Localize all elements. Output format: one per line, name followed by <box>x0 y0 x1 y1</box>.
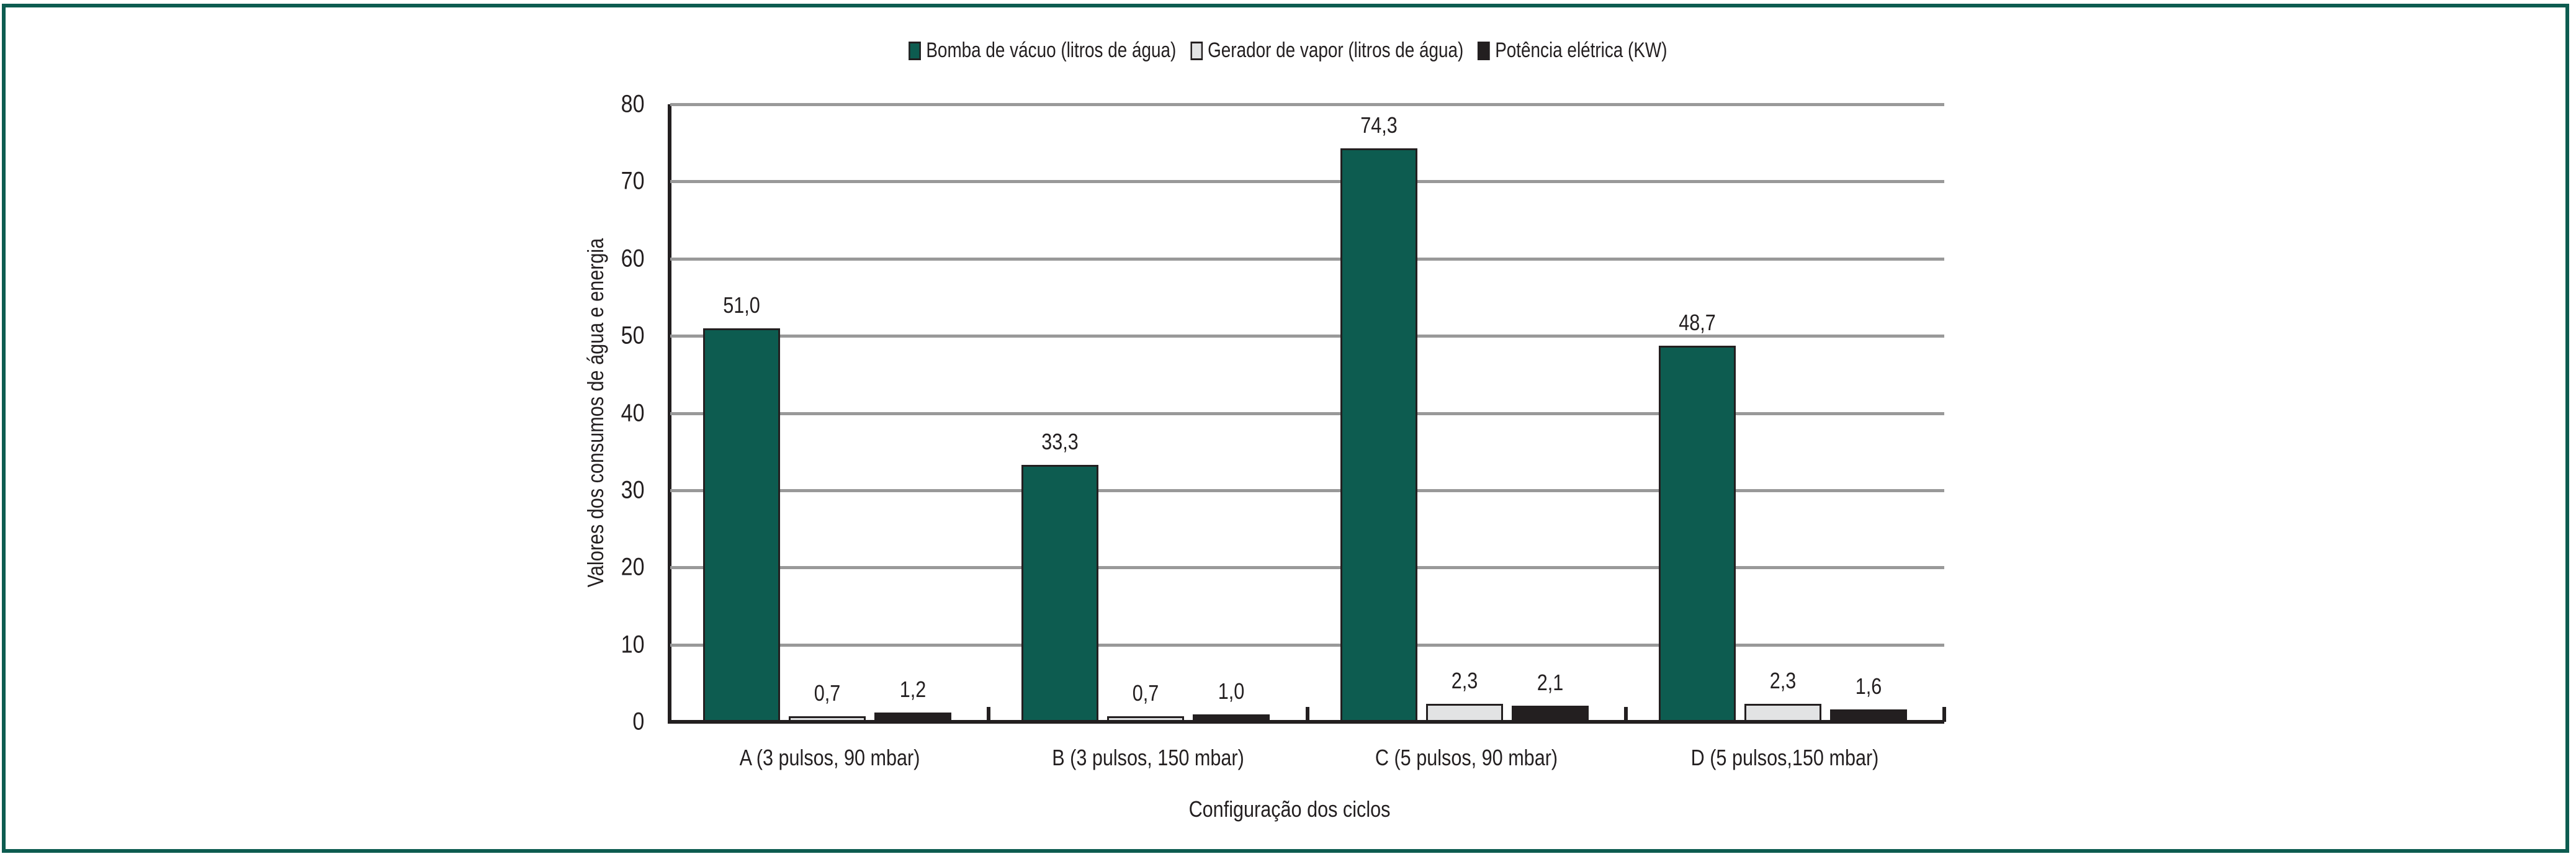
bar-series-2-cat-3 <box>1829 709 1907 722</box>
gridline <box>670 566 1944 570</box>
bar-series-1-cat-2 <box>1425 704 1503 722</box>
y-tick-label: 80 <box>621 90 644 118</box>
bar-series-2-cat-1 <box>1193 714 1270 722</box>
y-tick-label: 50 <box>621 322 644 349</box>
y-tick-label: 20 <box>621 553 644 581</box>
bar-series-1-cat-1 <box>1107 716 1185 722</box>
y-axis-title: Valores dos consumos de água e energia <box>583 238 608 588</box>
category-label: A (3 pulsos, 90 mbar) <box>739 745 920 770</box>
category-label: B (3 pulsos, 150 mbar) <box>1052 745 1244 770</box>
gridline <box>670 180 1944 184</box>
bar-value-label: 1,6 <box>1855 673 1882 699</box>
x-axis-title: Configuração dos ciclos <box>1188 796 1391 822</box>
legend-swatch-gerador <box>1190 41 1203 60</box>
bar-series-1-cat-3 <box>1744 704 1821 722</box>
gridline <box>670 643 1944 647</box>
gridline <box>670 103 1944 106</box>
y-tick-label: 70 <box>621 167 644 195</box>
bar-value-label: 0,7 <box>814 680 841 706</box>
plot-area: 0 10 20 30 40 50 60 70 80 51,0 0,7 1,2 33,3 0,7 1,0 74,… <box>621 91 1946 735</box>
legend-swatch-bomba <box>909 41 922 60</box>
legend-label: Potência elétrica (KW) <box>1495 38 1667 62</box>
bar-value-label: 0,7 <box>1132 680 1159 706</box>
bar-value-label: 2,3 <box>1451 668 1478 694</box>
chart-frame <box>2 4 2569 853</box>
bar-value-label: 74,3 <box>1360 112 1398 138</box>
bar-value-label: 48,7 <box>1678 310 1716 336</box>
legend: Bomba de vácuo (litros de água) Gerador … <box>232 38 2345 63</box>
gridline <box>670 257 1944 261</box>
legend-label: Bomba de vácuo (litros de água) <box>926 38 1177 62</box>
legend-label: Gerador de vapor (litros de água) <box>1208 38 1464 62</box>
x-axis-line <box>668 720 1944 724</box>
bar-series-0-cat-2 <box>1340 148 1417 722</box>
bar-series-2-cat-2 <box>1511 705 1589 722</box>
y-tick-label: 0 <box>632 708 644 735</box>
category-label: D (5 pulsos,150 mbar) <box>1691 745 1879 770</box>
bar-value-label: 33,3 <box>1041 428 1079 454</box>
gridline <box>670 412 1944 415</box>
x-tick-mark <box>987 707 991 722</box>
legend-item-potencia: Potência elétrica (KW) <box>1478 38 1667 63</box>
y-axis-line <box>668 104 671 722</box>
x-tick-mark <box>1623 707 1628 722</box>
category-label: C (5 pulsos, 90 mbar) <box>1375 745 1558 770</box>
y-tick-label: 30 <box>621 476 644 504</box>
y-tick-label: 10 <box>621 631 644 659</box>
gridline <box>670 488 1944 492</box>
y-tick-label: 40 <box>621 399 644 426</box>
bar-value-label: 1,0 <box>1218 678 1245 704</box>
bar-series-0-cat-1 <box>1021 464 1099 722</box>
gridline <box>670 335 1944 338</box>
legend-swatch-potencia <box>1478 41 1490 60</box>
legend-item-gerador: Gerador de vapor (litros de água) <box>1190 38 1463 63</box>
bar-value-label: 51,0 <box>723 292 760 318</box>
bar-series-0-cat-3 <box>1658 346 1736 722</box>
x-tick-mark <box>1305 707 1309 722</box>
bar-value-label: 2,3 <box>1769 668 1797 694</box>
bar-value-label: 2,1 <box>1537 669 1563 695</box>
bar-value-label: 1,2 <box>899 677 927 703</box>
y-tick-label: 60 <box>621 245 644 272</box>
bar-series-1-cat-0 <box>789 716 866 722</box>
legend-item-bomba: Bomba de vácuo (litros de água) <box>909 38 1176 63</box>
bar-series-0-cat-0 <box>703 328 780 722</box>
x-tick-mark <box>1942 707 1946 722</box>
bar-series-2-cat-0 <box>874 713 951 722</box>
